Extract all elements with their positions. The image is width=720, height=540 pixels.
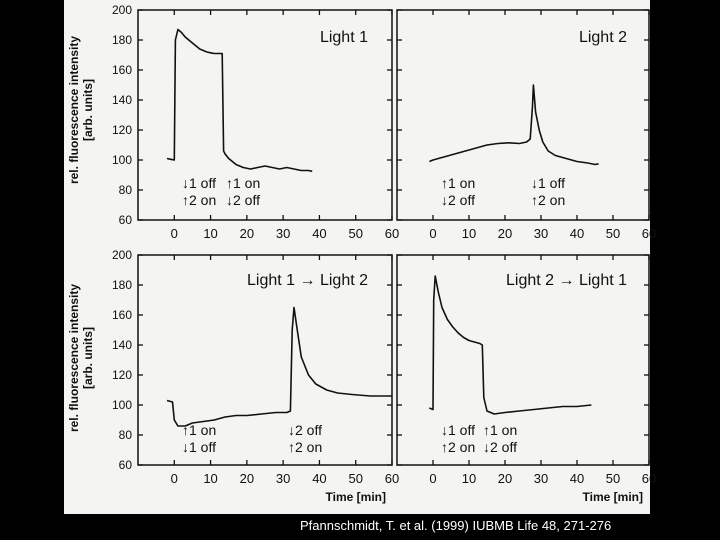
y-tick-label: 180	[112, 278, 132, 292]
x-tick-label: 60	[385, 226, 399, 241]
light-switch-annotation: ↓1 off	[441, 422, 475, 438]
y-tick-label: 180	[112, 33, 132, 47]
x-tick-label: 0	[171, 471, 178, 486]
ylabel-line2: [arb. units]	[81, 79, 95, 141]
plot-frame	[396, 254, 650, 466]
x-tick-label: 40	[312, 226, 326, 241]
x-tick-label: 40	[570, 471, 584, 486]
y-tick-label: 60	[119, 213, 133, 227]
x-tick-label: 50	[348, 226, 362, 241]
ylabel-line1: rel. fluorescence intensity	[67, 36, 81, 184]
y-axis-label-bottom: rel. fluorescence intensity [arb. units]	[67, 284, 95, 432]
x-tick-label: 0	[429, 226, 436, 241]
light-switch-annotation: ↑2 on	[288, 439, 322, 455]
x-tick-label: 20	[498, 226, 512, 241]
light-switch-annotation: ↓2 off	[483, 439, 517, 455]
y-tick-label: 120	[112, 368, 132, 382]
y-tick-label: 100	[112, 153, 132, 167]
x-tick-label: 20	[240, 226, 254, 241]
y-tick-label: 120	[112, 123, 132, 137]
ylabel-line1: rel. fluorescence intensity	[67, 284, 81, 432]
x-tick-label: 30	[276, 226, 290, 241]
x-tick-label: 20	[240, 471, 254, 486]
series-line	[166, 28, 313, 173]
panel-title: Light 1 → Light 2	[247, 272, 368, 289]
y-tick-label: 160	[112, 308, 132, 322]
plot-frame	[396, 9, 650, 221]
x-tick-label: 30	[534, 471, 548, 486]
y-tick-label: 100	[112, 398, 132, 412]
x-tick-label: 0	[429, 471, 436, 486]
citation-caption: Pfannschmidt, T. et al. (1999) IUBMB Lif…	[300, 518, 612, 533]
light-switch-annotation: ↑1 on	[441, 175, 475, 191]
light-switch-annotation: ↑1 on	[226, 175, 260, 191]
x-tick-label: 60	[385, 471, 399, 486]
panel-light1-to-light2: 60 80 100 120 140 160 180 200 0 10 20 30 40 50 60 Time …	[112, 248, 399, 504]
x-tick-label: 10	[462, 226, 476, 241]
panel-light1: 60 80 100 120 140 160 180 200 0 10 20 30 40 50 60 Light…	[112, 3, 399, 241]
y-tick-label: 80	[119, 183, 133, 197]
x-axis-label: Time [min]	[326, 490, 386, 504]
plot-frame	[137, 9, 393, 221]
y-tick-label: 60	[119, 458, 133, 472]
y-tick-label: 160	[112, 63, 132, 77]
ylabel-line2: [arb. units]	[81, 327, 95, 389]
y-tick-label: 140	[112, 338, 132, 352]
x-tick-label: 60	[642, 471, 656, 486]
x-tick-label: 50	[606, 471, 620, 486]
x-tick-label: 50	[348, 471, 362, 486]
panel-title: Light 1	[320, 29, 368, 46]
panel-title: Light 2	[579, 29, 627, 46]
x-tick-label: 50	[606, 226, 620, 241]
light-switch-annotation: ↑2 on	[531, 192, 565, 208]
y-tick-label: 200	[112, 3, 132, 17]
x-axis-label: Time [min]	[583, 490, 643, 504]
light-switch-annotation: ↓1 off	[182, 175, 216, 191]
y-tick-label: 80	[119, 428, 133, 442]
x-tick-label: 10	[203, 471, 217, 486]
panel-light2-to-light1: 0 10 20 30 40 50 60 Time [min] Light 2 → Light 1…	[396, 254, 656, 504]
series-line	[429, 84, 599, 166]
plot-frame	[137, 254, 393, 466]
light-switch-annotation: ↓2 off	[288, 422, 322, 438]
y-tick-label: 200	[112, 248, 132, 262]
light-switch-annotation: ↑1 on	[483, 422, 517, 438]
light-switch-annotation: ↓2 off	[441, 192, 475, 208]
x-tick-label: 40	[570, 226, 584, 241]
series-line	[166, 306, 392, 427]
y-axis-label-top: rel. fluorescence intensity [arb. units]	[67, 36, 95, 184]
x-tick-label: 60	[642, 226, 656, 241]
light-switch-annotation: ↑2 on	[441, 439, 475, 455]
light-switch-annotation: ↓1 off	[531, 175, 565, 191]
y-tick-label: 140	[112, 93, 132, 107]
panel-title: Light 2 → Light 1	[506, 272, 627, 289]
x-tick-label: 40	[312, 471, 326, 486]
x-tick-label: 0	[171, 226, 178, 241]
light-switch-annotation: ↓1 off	[182, 439, 216, 455]
x-tick-label: 30	[276, 471, 290, 486]
light-switch-annotation: ↓2 off	[226, 192, 260, 208]
x-tick-label: 10	[462, 471, 476, 486]
x-tick-label: 30	[534, 226, 548, 241]
figure-background	[64, 0, 650, 514]
x-tick-label: 20	[498, 471, 512, 486]
x-tick-label: 10	[203, 226, 217, 241]
panel-light2: 0 10 20 30 40 50 60 Light 2 ↑1 on ↓1 off ↓2 off ↑2 …	[396, 9, 656, 241]
series-line	[429, 275, 592, 415]
light-switch-annotation: ↑2 on	[182, 192, 216, 208]
light-switch-annotation: ↑1 on	[182, 422, 216, 438]
